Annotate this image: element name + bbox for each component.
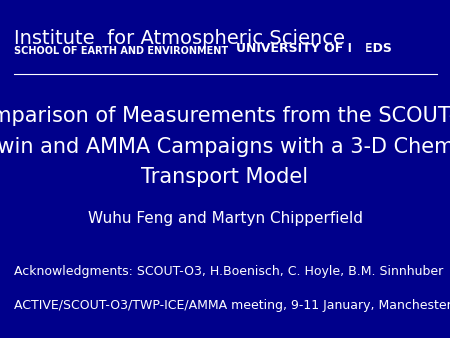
- Polygon shape: [353, 22, 363, 28]
- Text: Darwin and AMMA Campaigns with a 3-D Chemical: Darwin and AMMA Campaigns with a 3-D Che…: [0, 137, 450, 157]
- Bar: [351, 39, 364, 62]
- Text: Wuhu Feng and Martyn Chipperfield: Wuhu Feng and Martyn Chipperfield: [87, 211, 363, 226]
- Text: Institute  for Atmospheric Science: Institute for Atmospheric Science: [14, 29, 345, 48]
- Text: Acknowledgments: SCOUT-O3, H.Boenisch, C. Hoyle, B.M. Sinnhuber: Acknowledgments: SCOUT-O3, H.Boenisch, C…: [14, 265, 443, 278]
- Text: Transport Model: Transport Model: [141, 167, 309, 187]
- Text: UNIVERSITY OF LEEDS: UNIVERSITY OF LEEDS: [236, 42, 392, 55]
- Bar: [351, 28, 354, 39]
- Text: SCHOOL OF EARTH AND ENVIRONMENT: SCHOOL OF EARTH AND ENVIRONMENT: [14, 46, 228, 56]
- Bar: [361, 28, 364, 39]
- Text: Comparison of Measurements from the SCOUT-O3: Comparison of Measurements from the SCOU…: [0, 106, 450, 126]
- Text: ACTIVE/SCOUT-O3/TWP-ICE/AMMA meeting, 9-11 January, Manchester: ACTIVE/SCOUT-O3/TWP-ICE/AMMA meeting, 9-…: [14, 299, 450, 312]
